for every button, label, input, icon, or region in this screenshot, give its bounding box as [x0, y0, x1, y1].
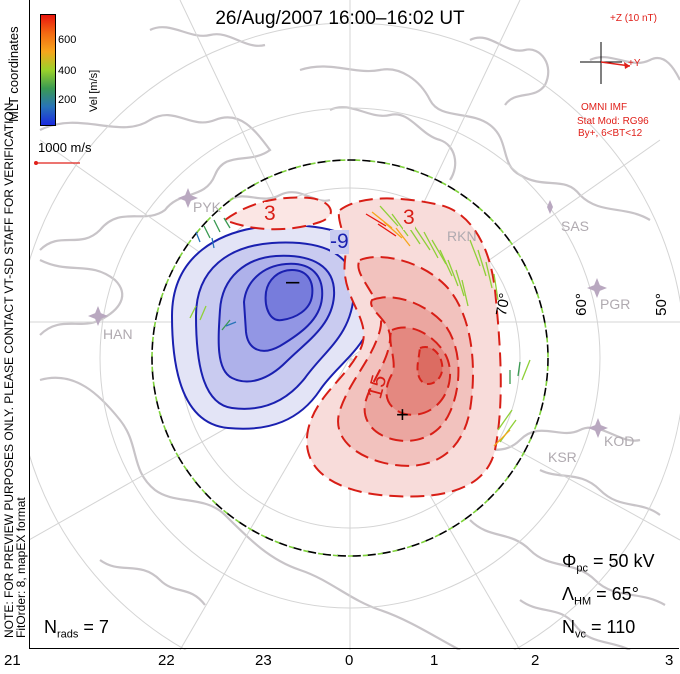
stat-lambda-value: = 65° — [596, 584, 639, 604]
stat-lambda-symbol: Λ — [562, 584, 575, 604]
color-bar-label: Vel [m/s] — [88, 69, 100, 112]
velocity-vectors — [189, 205, 531, 447]
stat-hm-latitude: ΛHM = 65° — [562, 584, 639, 608]
mlt-label-22: 22 — [158, 652, 175, 669]
mlt-label-1: 1 — [430, 652, 439, 669]
station-label-pgr: PGR — [600, 296, 631, 312]
mlt-label-23: 23 — [255, 652, 272, 669]
station-markers — [88, 188, 608, 438]
station-label-kod: KOD — [604, 433, 635, 449]
stat-phi-value: = 50 kV — [593, 551, 655, 571]
vector-scale-label: 1000 m/s — [38, 140, 92, 155]
negative-potential-cell — [170, 224, 380, 430]
color-bar — [40, 14, 56, 126]
stat-nvc-value: = 110 — [591, 617, 636, 637]
contour-label-positive-outer-right: 3 — [403, 206, 415, 230]
station-label-pyk: PYK — [193, 199, 222, 215]
stat-lambda-sub: HM — [574, 595, 592, 608]
contour-label-negative-inner: -9 — [330, 230, 349, 254]
station-label-rkn: RKN — [447, 228, 477, 244]
potential-max-marker: + — [396, 402, 409, 427]
coastline-map — [39, 26, 680, 650]
mlt-label-21: 21 — [4, 652, 21, 669]
lat-label-50: 50° — [652, 293, 670, 316]
stat-nrads-value: = 7 — [83, 617, 109, 637]
note-line-2: FitOrder: 8, mapEX format — [14, 497, 28, 638]
stat-radar-count: Nrads = 7 — [44, 617, 109, 641]
hm-boundary — [151, 159, 549, 557]
left-margin — [0, 0, 29, 650]
stat-phi-sub: pc — [576, 562, 588, 575]
stat-cross-polar-potential: Φpc = 50 kV — [562, 551, 655, 575]
potential-min-marker: – — [286, 268, 300, 295]
stat-nvc-symbol: N — [562, 617, 575, 637]
stat-phi-symbol: Φ — [562, 551, 577, 571]
mlt-label-0: 0 — [345, 652, 354, 669]
mlt-label-2: 2 — [531, 652, 540, 669]
imf-model-params: By+, 6<BT<12 — [578, 128, 643, 139]
color-bar-tick-200: 200 — [58, 94, 77, 106]
imf-z-label: +Z (10 nT) — [610, 13, 657, 24]
imf-model-label: Stat Mod: RG96 — [577, 116, 649, 127]
station-label-ksr: KSR — [548, 449, 577, 465]
stat-nrads-symbol: N — [44, 617, 57, 637]
color-bar-tick-600: 600 — [58, 34, 77, 46]
color-bar-gradient — [41, 15, 55, 125]
imf-clock — [580, 42, 631, 84]
lat-label-60: 60° — [572, 293, 590, 316]
vector-scale-arrow — [34, 161, 80, 165]
station-label-sas: SAS — [561, 218, 590, 234]
station-label-han: HAN — [103, 326, 133, 342]
positive-potential-cell — [222, 196, 502, 498]
imf-y-label: +Y — [628, 58, 641, 69]
hm-boundary-green — [151, 159, 549, 557]
stat-vector-count: Nvc = 110 — [562, 617, 635, 641]
imf-source-label: OMNI IMF — [581, 102, 628, 113]
contour-label-positive-outer-left: 3 — [264, 202, 276, 226]
color-bar-tick-400: 400 — [58, 65, 77, 77]
mlt-label-3: 3 — [665, 652, 674, 669]
stat-nvc-sub: vc — [575, 628, 586, 641]
title: 26/Aug/2007 16:00–16:02 UT — [215, 8, 465, 29]
stat-nrads-sub: rads — [57, 628, 79, 641]
